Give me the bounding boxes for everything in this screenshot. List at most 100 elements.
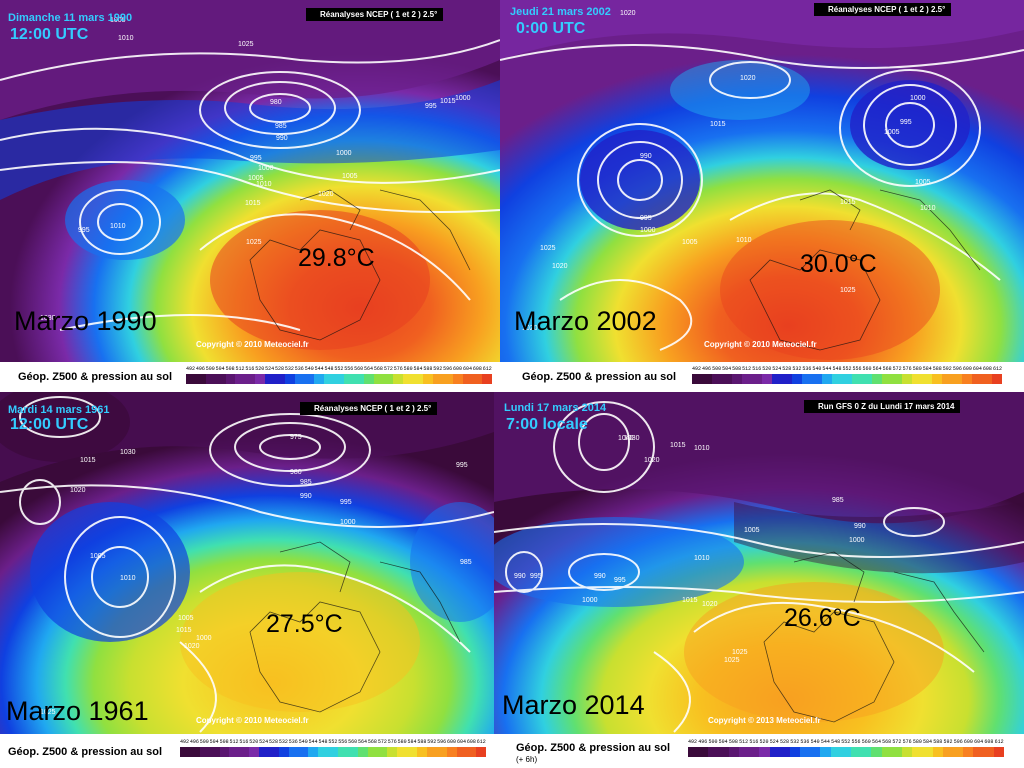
scale-swatch (199, 747, 210, 757)
scale-value: 524 (772, 366, 782, 372)
scale-value: 496 (189, 739, 199, 745)
pressure-contour-label: 1005 (178, 615, 194, 622)
scale-swatch (789, 747, 801, 757)
time-label: 0:00 UTC (516, 20, 586, 37)
scale-values: 492 496 500 504 508 512 516 520 524 528 532 536 540 5… (180, 739, 486, 745)
scale-swatch (334, 374, 344, 384)
source-header: Run GFS 0 Z du Lundi 17 mars 2014 (804, 400, 961, 413)
scale-swatch (871, 747, 882, 757)
geopotential-map: 1005101098098599099510001005101010151020… (0, 0, 500, 362)
scale-swatch (284, 374, 295, 384)
scale-swatch (357, 747, 368, 757)
legend-subtitle: (+ 6h) (516, 755, 538, 764)
copyright-label: Copyright © 2010 Meteociel.fr (196, 340, 309, 349)
pressure-contour-label: 1025 (246, 239, 262, 246)
pressure-contour-label: 995 (530, 573, 542, 580)
scale-swatch (344, 374, 354, 384)
scale-value: 572 (892, 739, 902, 745)
scale-value: 532 (790, 739, 800, 745)
scale-swatch (912, 374, 922, 384)
pressure-contour-label: 985 (300, 479, 312, 486)
pressure-contour-label: 1020 (522, 325, 538, 332)
scale-value: 572 (383, 366, 393, 372)
scale-swatch (942, 747, 953, 757)
scale-swatch (862, 374, 872, 384)
scale-value: 604 (974, 739, 984, 745)
pressure-contour-label: 985 (832, 497, 844, 504)
scale-swatch (373, 374, 384, 384)
scale-swatch (902, 374, 912, 384)
scale-value: 608 (466, 739, 476, 745)
scale-swatch (347, 747, 358, 757)
scale-value: 496 (698, 739, 708, 745)
color-scale (692, 374, 1002, 384)
scale-swatch (225, 374, 236, 384)
scale-swatch (294, 374, 305, 384)
scale-values: 492 496 500 504 508 512 516 520 524 528 532 536 540 5… (688, 739, 1004, 745)
pressure-contour-label: 985 (460, 559, 472, 566)
scale-value: 516 (752, 366, 762, 372)
scale-values: 492 496 500 504 508 512 516 520 524 528 532 536 540 5… (692, 366, 1002, 372)
scale-swatch (189, 747, 200, 757)
scale-value: 492 (688, 739, 698, 745)
scale-value: 532 (278, 739, 288, 745)
scale-value: 508 (219, 739, 229, 745)
scale-swatch (702, 374, 712, 384)
scale-swatch (872, 374, 882, 384)
scale-value: 524 (769, 739, 779, 745)
scale-value: 532 (792, 366, 802, 372)
scale-swatch (942, 374, 952, 384)
pressure-contour-label: 995 (250, 155, 262, 162)
scale-value: 496 (195, 366, 205, 372)
scale-swatch (308, 747, 319, 757)
pressure-contour-label: 1040 (618, 435, 634, 442)
scale-value: 580 (403, 366, 413, 372)
scale-swatch (239, 747, 250, 757)
scale-value: 584 (922, 366, 932, 372)
pressure-contour-label: 1000 (910, 95, 926, 102)
scale-swatch (792, 374, 802, 384)
scale-swatch (992, 374, 1002, 384)
scale-value: 504 (718, 739, 728, 745)
scale-swatch (752, 374, 762, 384)
scale-swatch (318, 747, 329, 757)
scale-swatch (840, 747, 851, 757)
pressure-contour-label: 1010 (736, 237, 752, 244)
legend-title: Géop. Z500 & pression au sol (516, 742, 671, 754)
scale-swatch (209, 747, 220, 757)
pressure-contour-label: 1020 (318, 191, 334, 198)
scale-swatch (738, 747, 750, 757)
scale-swatch (472, 374, 483, 384)
scale-swatch (304, 374, 315, 384)
color-scale (186, 374, 493, 384)
pressure-contour-label: 980 (270, 99, 282, 106)
scale-swatch (708, 747, 719, 757)
pressure-contour-label: 995 (425, 103, 437, 110)
pressure-contour-label: 1010 (256, 181, 272, 188)
scale-value: 504 (209, 739, 219, 745)
scale-value: 508 (728, 739, 738, 745)
pressure-contour-label: 1005 (744, 527, 760, 534)
scale-value: 568 (882, 366, 892, 372)
scale-value: 516 (239, 739, 249, 745)
color-scale (180, 747, 487, 757)
scale-swatch (229, 747, 240, 757)
legend-title: Géop. Z500 & pression au sol (18, 371, 173, 383)
scale-swatch (466, 747, 477, 757)
scale-value: 512 (739, 739, 749, 745)
pressure-contour-label: 1005 (342, 173, 358, 180)
scale-swatch (772, 374, 782, 384)
scale-swatch (861, 747, 872, 757)
color-scale (688, 747, 1004, 757)
scale-swatch (476, 747, 487, 757)
source-header: Réanalyses NCEP ( 1 et 2 ) 2.5° (814, 3, 952, 16)
scale-swatch (769, 747, 780, 757)
scale-value: 556 (851, 739, 861, 745)
scale-value: 564 (364, 366, 374, 372)
scale-value: 552 (842, 366, 852, 372)
map-panel-2002: 1020 1020 1000 995 990 995 1000 1005 1010 1015 102… (500, 0, 1024, 392)
scale-value: 568 (882, 739, 892, 745)
scale-swatch (742, 374, 752, 384)
pressure-contour-label: 980 (290, 469, 302, 476)
scale-swatch (800, 747, 811, 757)
